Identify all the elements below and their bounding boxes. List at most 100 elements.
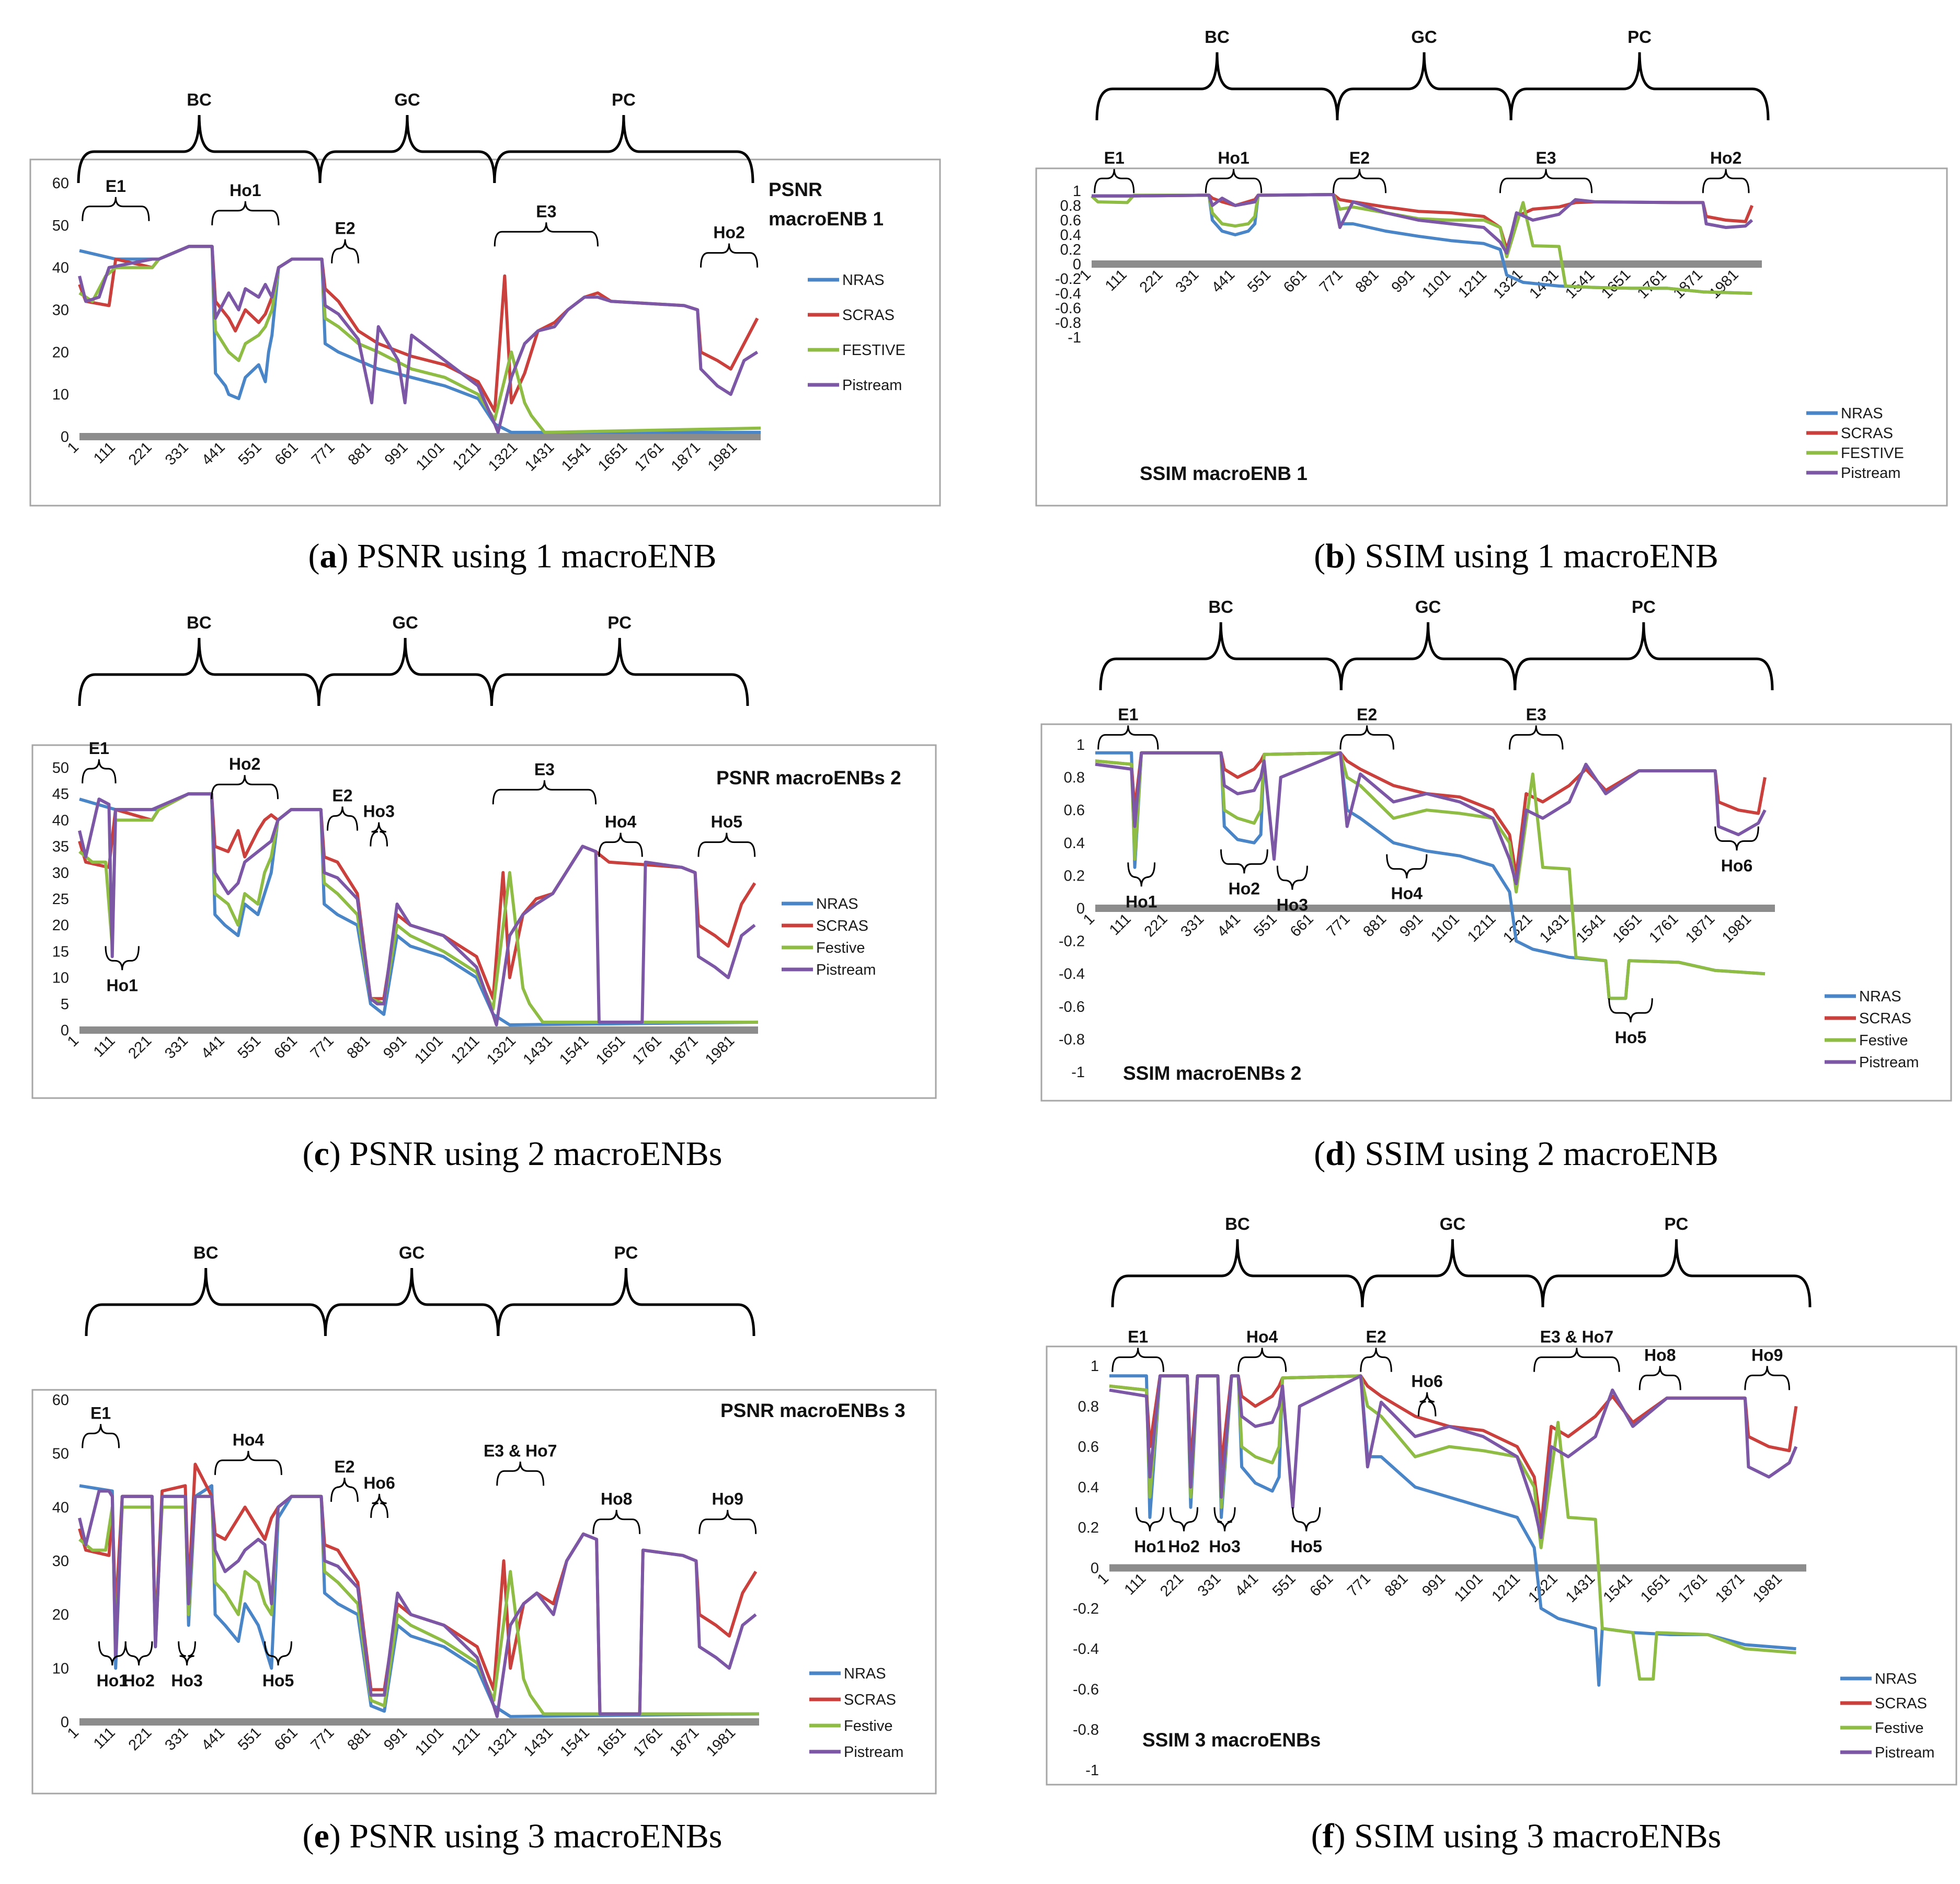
y-tick-label: 0.4 bbox=[1064, 835, 1085, 852]
caption-letter: e bbox=[314, 1817, 329, 1855]
y-tick-label: 20 bbox=[52, 917, 69, 934]
legend-label: Festive bbox=[1875, 1720, 1923, 1737]
event-brace bbox=[1638, 1366, 1681, 1390]
caption-text: PSNR using 2 macroENBs bbox=[341, 1135, 723, 1173]
series-line-pistream bbox=[1092, 193, 1753, 255]
event-label: Ho4 bbox=[605, 813, 637, 831]
event-label: Ho1 bbox=[1134, 1537, 1165, 1556]
event-label: Ho3 bbox=[363, 802, 394, 821]
event-label: Ho5 bbox=[1290, 1537, 1322, 1556]
event-label: Ho5 bbox=[711, 813, 742, 831]
legend-label: Festive bbox=[816, 940, 865, 956]
legend-label: Festive bbox=[1859, 1032, 1908, 1049]
event-label: E1 bbox=[1104, 149, 1125, 167]
phase-label: BC bbox=[187, 613, 212, 632]
event-brace bbox=[1499, 169, 1593, 193]
event-label: Ho4 bbox=[1391, 884, 1423, 903]
event-label: E3 & Ho7 bbox=[1540, 1328, 1613, 1346]
event-brace bbox=[698, 1510, 757, 1534]
y-tick-label: -0.8 bbox=[1073, 1722, 1099, 1739]
legend-label: Pistream bbox=[816, 962, 876, 978]
y-tick-label: 0.2 bbox=[1060, 242, 1081, 258]
event-label: Ho2 bbox=[713, 223, 744, 242]
chart-title: PSNR macroENBs 3 bbox=[720, 1400, 906, 1421]
event-brace bbox=[1097, 725, 1159, 750]
y-tick-label: 10 bbox=[52, 1660, 69, 1677]
legend-label: NRAS bbox=[816, 896, 858, 912]
caption-text: SSIM using 2 macroENB bbox=[1356, 1135, 1718, 1173]
event-label: Ho1 bbox=[97, 1671, 128, 1690]
event-brace bbox=[496, 1461, 545, 1486]
caption-text: PSNR using 1 macroENB bbox=[348, 537, 716, 575]
panel-caption: (a) PSNR using 1 macroENB bbox=[308, 537, 717, 575]
phase-label: GC bbox=[394, 90, 420, 109]
phase-brace bbox=[490, 637, 749, 706]
phase-brace bbox=[1336, 52, 1512, 121]
chart-title: PSNR macroENBs 2 bbox=[716, 767, 901, 789]
series-line-pistream bbox=[1095, 751, 1767, 885]
y-tick-label: 30 bbox=[52, 1553, 69, 1570]
y-tick-label: -0.4 bbox=[1073, 1641, 1099, 1658]
event-brace bbox=[1205, 169, 1263, 193]
event-label: E1 bbox=[1128, 1328, 1148, 1346]
event-label: E2 bbox=[332, 786, 352, 805]
y-tick-label: 60 bbox=[52, 1392, 69, 1409]
caption-letter: f bbox=[1323, 1817, 1335, 1855]
legend-label: FESTIVE bbox=[842, 342, 906, 359]
phase-brace bbox=[78, 637, 320, 706]
event-brace bbox=[492, 780, 597, 805]
event-label: Ho2 bbox=[1168, 1537, 1199, 1556]
event-brace bbox=[1213, 1507, 1236, 1532]
event-brace bbox=[592, 1510, 641, 1534]
event-label: Ho2 bbox=[1229, 879, 1260, 898]
legend-label: NRAS bbox=[1859, 988, 1901, 1005]
event-brace bbox=[124, 1641, 153, 1666]
phase-label: BC bbox=[187, 90, 212, 109]
y-tick-label: 15 bbox=[52, 943, 69, 960]
event-label: Ho4 bbox=[1246, 1328, 1278, 1346]
y-tick-label: 0.4 bbox=[1060, 227, 1081, 244]
event-brace bbox=[370, 822, 388, 847]
chart-frame bbox=[1035, 167, 1948, 507]
phase-label: BC bbox=[193, 1243, 219, 1262]
y-tick-label: -0.8 bbox=[1059, 1031, 1085, 1048]
event-brace bbox=[370, 1493, 388, 1518]
y-tick-label: -1 bbox=[1085, 1762, 1099, 1779]
event-brace bbox=[1135, 1507, 1164, 1532]
event-label: Ho3 bbox=[1209, 1537, 1240, 1556]
y-tick-label: 0.8 bbox=[1064, 770, 1085, 786]
y-tick-label: 20 bbox=[52, 344, 69, 361]
event-label: Ho1 bbox=[230, 181, 261, 200]
phase-brace bbox=[85, 1268, 327, 1337]
event-brace bbox=[105, 946, 140, 970]
event-label: E1 bbox=[106, 177, 126, 196]
y-tick-label: 0.6 bbox=[1078, 1439, 1099, 1456]
phase-brace bbox=[1111, 1239, 1364, 1308]
phase-brace bbox=[1361, 1239, 1544, 1308]
chart-panel-d: -1-0.8-0.6-0.4-0.200.20.40.60.811 111 221 3… bbox=[1040, 597, 1952, 1173]
y-tick-label: -0.6 bbox=[1059, 999, 1085, 1015]
legend-label: NRAS bbox=[842, 272, 885, 289]
y-tick-label: 0 bbox=[61, 1022, 69, 1039]
event-brace bbox=[1220, 849, 1268, 874]
event-label: E3 bbox=[536, 202, 556, 221]
phase-brace bbox=[493, 115, 754, 184]
phase-brace bbox=[317, 637, 493, 706]
event-label: Ho8 bbox=[601, 1490, 632, 1509]
y-tick-label: 50 bbox=[52, 760, 69, 777]
panel-caption: (f) SSIM using 3 macroENBs bbox=[1311, 1817, 1722, 1855]
phase-label: GC bbox=[1411, 27, 1437, 47]
legend-label: SCRAS bbox=[816, 918, 868, 934]
y-tick-label: 40 bbox=[52, 260, 69, 277]
y-tick-label: 0.6 bbox=[1064, 802, 1085, 819]
caption-text: SSIM using 1 macroENB bbox=[1356, 537, 1718, 575]
event-brace bbox=[211, 775, 279, 800]
event-brace bbox=[82, 197, 150, 221]
legend-label: SCRAS bbox=[1875, 1695, 1927, 1712]
event-label: E2 bbox=[334, 1457, 354, 1476]
phase-label: GC bbox=[392, 613, 418, 632]
caption-letter: d bbox=[1325, 1135, 1345, 1173]
y-tick-label: -0.2 bbox=[1059, 933, 1085, 950]
event-label: Ho4 bbox=[233, 1431, 265, 1449]
